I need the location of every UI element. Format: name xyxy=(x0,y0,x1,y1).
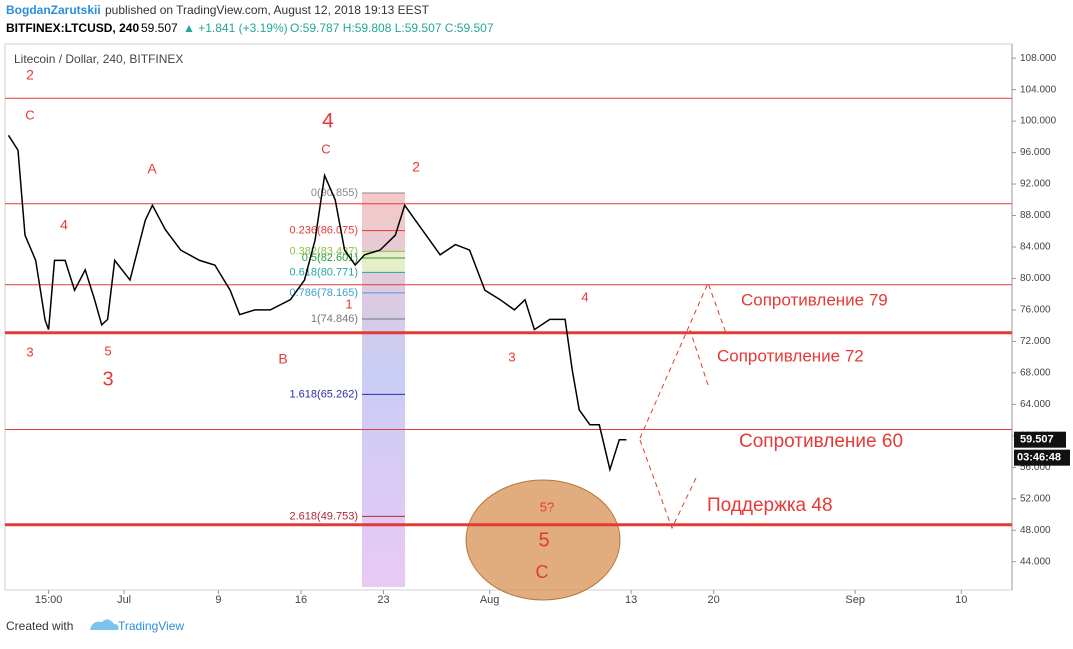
annotation: Поддержка 48 xyxy=(707,495,833,516)
target-zone xyxy=(465,479,621,601)
fib-zone-mid xyxy=(362,251,405,273)
annotation: B xyxy=(278,351,287,367)
footer-created: Created with xyxy=(6,619,73,633)
fib-label: 1.618(65.262) xyxy=(290,388,359,400)
fib-label: 0.236(86.075) xyxy=(290,225,359,237)
fib-label: 0.786(78.165) xyxy=(290,287,359,299)
x-tick-label: 16 xyxy=(295,594,307,606)
x-tick-label: Sep xyxy=(845,594,865,606)
y-tick-label: 80.000 xyxy=(1020,273,1051,284)
annotation: 2 xyxy=(26,67,34,83)
y-tick-label: 48.000 xyxy=(1020,525,1051,536)
y-tick-label: 88.000 xyxy=(1020,210,1051,221)
author[interactable]: BogdanZarutskii xyxy=(6,3,101,17)
footer-brand[interactable]: TradingView xyxy=(118,619,184,633)
y-tick-label: 100.000 xyxy=(1020,116,1057,127)
annotation: 4 xyxy=(60,217,68,233)
y-tick-label: 52.000 xyxy=(1020,493,1051,504)
last-price-box xyxy=(1014,431,1066,448)
annotation: A xyxy=(147,161,157,177)
countdown-box xyxy=(1014,449,1070,466)
y-tick-label: 44.000 xyxy=(1020,556,1051,567)
annotation: 1 xyxy=(345,296,352,311)
annotation: C xyxy=(25,107,34,122)
chart-title: Litecoin / Dollar, 240, BITFINEX xyxy=(14,52,183,66)
countdown: 03:46:48 xyxy=(1017,452,1061,464)
change: ▲ +1.841 (+3.19%) xyxy=(183,21,288,35)
x-tick-label: 15:00 xyxy=(35,594,63,606)
ohlc: O:59.787 H:59.808 L:59.507 C:59.507 xyxy=(290,21,494,35)
annotation: 3 xyxy=(508,349,515,364)
annotation: 5 xyxy=(104,343,111,358)
fib-label: 0.5(82.601) xyxy=(302,252,358,264)
annotation: 3 xyxy=(102,368,113,390)
y-tick-label: 96.000 xyxy=(1020,147,1051,158)
logo xyxy=(90,619,119,630)
y-tick-label: 84.000 xyxy=(1020,242,1051,253)
fib-label: 0.382(83.437) xyxy=(290,245,359,257)
x-tick-label: 9 xyxy=(215,594,221,606)
fib-label: 1(74.846) xyxy=(311,313,358,325)
x-tick-label: 20 xyxy=(708,594,720,606)
x-tick-label: 23 xyxy=(377,594,389,606)
annotation: 4 xyxy=(581,289,588,304)
x-tick-label: Jul xyxy=(117,594,131,606)
y-tick-label: 104.000 xyxy=(1020,84,1057,95)
symbol: BITFINEX:LTCUSD, 240 xyxy=(6,21,139,35)
annotation: 3 xyxy=(26,344,33,359)
annotation: 4 xyxy=(322,110,334,133)
y-tick-label: 76.000 xyxy=(1020,305,1051,316)
annotation: 5 xyxy=(538,529,549,551)
y-tick-label: 92.000 xyxy=(1020,179,1051,190)
annotation: 2 xyxy=(412,159,420,175)
x-tick-label: 13 xyxy=(625,594,637,606)
annotation: Сопротивление 72 xyxy=(717,346,864,365)
price-line xyxy=(7,134,627,473)
y-tick-label: 72.000 xyxy=(1020,336,1051,347)
annotation: 5? xyxy=(540,499,554,514)
price: 59.507 xyxy=(141,21,178,35)
last-price: 59.507 xyxy=(1020,434,1054,446)
annotation: Сопротивление 79 xyxy=(741,290,888,309)
y-tick-label: 68.000 xyxy=(1020,367,1051,378)
published: published on TradingView.com, August 12,… xyxy=(105,3,430,17)
fib-label: 0.618(80.771) xyxy=(290,266,359,278)
x-tick-label: 10 xyxy=(955,594,967,606)
y-tick-label: 64.000 xyxy=(1020,399,1051,410)
y-tick-label: 108.000 xyxy=(1020,53,1057,64)
y-tick-label: 56.000 xyxy=(1020,462,1051,473)
projection xyxy=(639,281,727,530)
fib-label: 2.618(49.753) xyxy=(290,510,359,522)
annotation: C xyxy=(536,562,549,582)
annotation: C xyxy=(321,141,330,156)
x-tick-label: Aug xyxy=(480,594,500,606)
annotation: Сопротивление 60 xyxy=(739,431,903,452)
